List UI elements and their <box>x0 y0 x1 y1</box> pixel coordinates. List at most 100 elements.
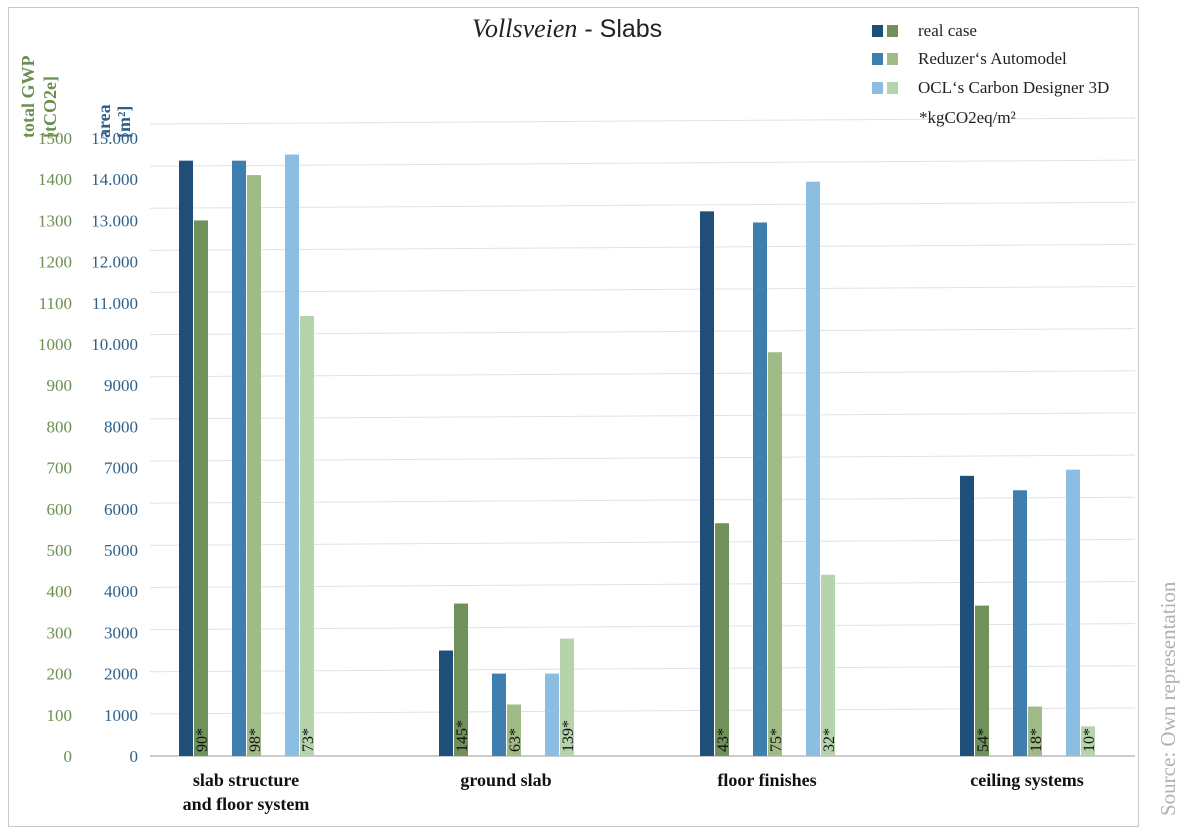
x-category-label: and floor system <box>183 794 310 814</box>
bar-gwp <box>768 352 782 756</box>
bar-gwp <box>454 603 468 756</box>
bar-gwp <box>247 175 261 756</box>
chart-title: Vollsveien - Slabs <box>472 14 663 43</box>
gridline <box>149 286 1136 294</box>
bar-gwp <box>975 605 989 756</box>
y-tick-label-gwp: 1000 <box>38 335 72 354</box>
x-category-label: ground slab <box>460 770 551 790</box>
bar-data-label: 10* <box>1081 728 1098 752</box>
bar-area <box>1013 490 1027 756</box>
y-tick-label-gwp: 200 <box>47 665 73 684</box>
bar-area <box>179 160 193 756</box>
y-tick-label-area: 15.000 <box>91 129 138 148</box>
gridline <box>149 328 1136 336</box>
y-tick-label-gwp: 1300 <box>38 211 72 230</box>
bar-area <box>232 160 246 756</box>
bar-area <box>492 673 506 756</box>
bar-area <box>806 181 820 756</box>
bar-data-label: 63* <box>507 728 524 752</box>
y-axis-label-gwp-line2: [tCO2e] <box>40 76 60 138</box>
y-tick-label-area: 7000 <box>104 459 138 478</box>
bar-gwp <box>715 523 729 756</box>
y-tick-label-gwp: 400 <box>47 582 73 601</box>
legend-note: *kgCO2eq/m² <box>919 108 1016 127</box>
legend-swatch-area <box>872 53 883 65</box>
y-axis-label-gwp-line1: total GWP <box>18 55 38 139</box>
bar-data-label: 73* <box>300 728 317 752</box>
y-tick-label-area: 11.000 <box>92 294 138 313</box>
y-tick-label-gwp: 900 <box>47 376 73 395</box>
y-tick-label-area: 4000 <box>104 582 138 601</box>
bar-area <box>960 475 974 756</box>
bar-area <box>439 650 453 756</box>
x-category-label: floor finishes <box>717 770 816 790</box>
x-category-label: ceiling systems <box>970 770 1083 790</box>
bar-data-label: 32* <box>821 728 838 752</box>
gridline <box>149 201 1136 209</box>
y-tick-label-area: 8000 <box>104 417 138 436</box>
bar-area <box>1066 469 1080 756</box>
y-tick-label-area: 6000 <box>104 500 138 519</box>
y-tick-label-area: 10.000 <box>91 335 138 354</box>
legend-swatch-area <box>872 82 883 94</box>
gridline <box>149 370 1136 378</box>
legend-label: Reduzer‘s Automodel <box>918 49 1067 68</box>
y-tick-label-area: 2000 <box>104 665 138 684</box>
y-tick-label-gwp: 0 <box>64 747 73 766</box>
bar-gwp <box>507 704 521 756</box>
bar-area <box>753 222 767 756</box>
y-tick-label-gwp: 1200 <box>38 253 72 272</box>
y-axis-label-area: area [m²] <box>92 60 134 140</box>
bar-data-label: 139* <box>560 720 577 752</box>
y-tick-label-area: 13.000 <box>91 211 138 230</box>
legend-swatch-gwp <box>887 82 898 94</box>
y-tick-label-gwp: 600 <box>47 500 73 519</box>
gridline <box>149 454 1136 462</box>
gridline <box>149 159 1136 167</box>
y-tick-label-gwp: 1400 <box>38 170 72 189</box>
y-tick-label-gwp: 100 <box>47 706 73 725</box>
bar-data-label: 18* <box>1028 728 1045 752</box>
bar-data-label: 43* <box>715 728 732 752</box>
bar-area <box>545 673 559 756</box>
legend-label: real case <box>918 21 977 40</box>
y-axis-label-gwp: total GWP [tCO2e] <box>16 20 60 140</box>
legend-swatch-gwp <box>887 53 898 65</box>
y-tick-label-area: 14.000 <box>91 170 138 189</box>
bar-data-label: 54* <box>975 728 992 752</box>
y-tick-label-gwp: 1500 <box>38 129 72 148</box>
bar-area <box>285 154 299 757</box>
bar-area <box>700 211 714 756</box>
y-tick-label-area: 0 <box>130 747 139 766</box>
y-tick-label-gwp: 800 <box>47 417 73 436</box>
y-tick-label-gwp: 500 <box>47 541 73 560</box>
y-tick-label-area: 1000 <box>104 706 138 725</box>
bar-data-label: 90* <box>194 728 211 752</box>
x-category-label: slab structure <box>193 770 299 790</box>
gridline <box>149 412 1136 420</box>
y-axis-label-area-line2: [m²] <box>114 105 134 138</box>
bar-data-label: 98* <box>247 728 264 752</box>
bar-gwp <box>821 574 835 756</box>
gridline <box>149 117 1136 125</box>
legend-swatch-area <box>872 25 883 37</box>
legend-swatch-gwp <box>887 25 898 37</box>
y-tick-label-area: 5000 <box>104 541 138 560</box>
bar-gwp <box>1028 706 1042 756</box>
gridline <box>149 243 1136 251</box>
y-tick-label-area: 9000 <box>104 376 138 395</box>
bar-gwp <box>560 638 574 756</box>
bar-data-label: 75* <box>768 728 785 752</box>
source-note: Source: Own representation <box>1156 581 1180 816</box>
y-tick-label-area: 3000 <box>104 623 138 642</box>
bar-gwp <box>300 315 314 756</box>
bar-gwp <box>1081 726 1095 756</box>
y-tick-label-gwp: 300 <box>47 623 73 642</box>
bar-gwp <box>194 220 208 756</box>
legend-label: OCL‘s Carbon Designer 3D <box>918 78 1110 97</box>
y-tick-label-area: 12.000 <box>91 253 138 272</box>
y-axis-label-area-line1: area <box>94 104 114 138</box>
y-tick-label-gwp: 1100 <box>39 294 72 313</box>
y-tick-label-gwp: 700 <box>47 459 73 478</box>
